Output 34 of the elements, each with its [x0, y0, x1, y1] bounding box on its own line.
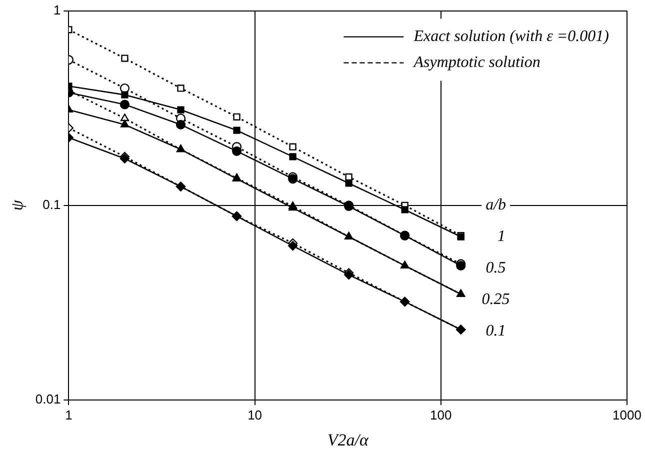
x-tick-label: 1000 [612, 407, 642, 422]
point [345, 180, 352, 187]
point [401, 206, 408, 214]
x-tick-label: 100 [430, 407, 452, 422]
y-axis-title: ψ [8, 200, 27, 211]
point [120, 83, 130, 94]
annotation: 1 [497, 228, 506, 246]
point [120, 100, 130, 110]
point [232, 146, 242, 156]
x-tick-label: 10 [248, 407, 262, 422]
y-tick-label: 0.1 [42, 196, 61, 212]
annotation: 0.5 [486, 260, 506, 277]
point [233, 113, 240, 120]
point [233, 126, 240, 134]
point [120, 120, 129, 128]
x-tick-label: 1 [65, 407, 72, 422]
y-tick-label: 1 [53, 2, 61, 18]
annotation: 0.25 [482, 291, 510, 308]
annotation: a/b [486, 196, 506, 214]
point [176, 120, 186, 130]
point [345, 173, 352, 181]
point [121, 91, 128, 98]
point [121, 54, 128, 62]
point [288, 203, 298, 211]
y-tick-label: 0.01 [35, 392, 61, 407]
point [288, 241, 298, 251]
legend-label: Exact solution (with ε =0.001) [412, 28, 610, 46]
annotation: 0.1 [486, 322, 506, 340]
legend-label: Asymptotic solution [412, 54, 540, 72]
point [289, 143, 296, 150]
x-axis-title: V2a/α [327, 430, 370, 450]
point [289, 153, 296, 160]
point [177, 84, 184, 92]
point [177, 106, 184, 114]
